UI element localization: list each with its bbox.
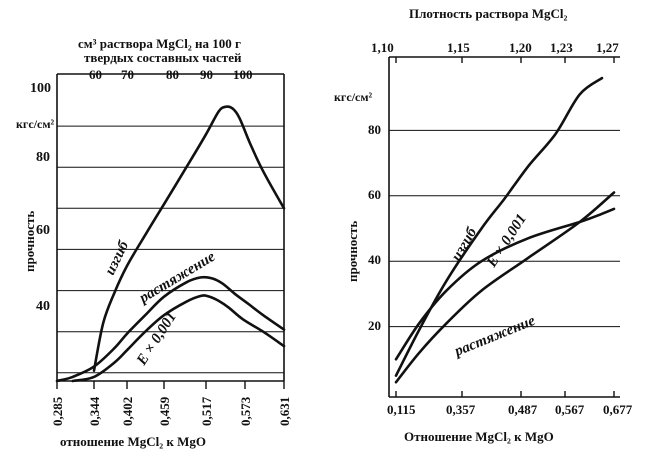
right-top-tick-123: 1,23	[550, 40, 573, 55]
right-x-tick-0567: 0,567	[555, 402, 585, 417]
right-y-tick-80: 80	[368, 122, 381, 137]
right-chart: Плотность раствора MgCl₂ 1,10 1,15 1,20 …	[334, 6, 633, 444]
right-y-label: прочность	[345, 221, 360, 282]
right-top-tick-115: 1,15	[447, 40, 470, 55]
right-x-tick-0487: 0,487	[508, 402, 538, 417]
left-x-tick-labels: 0,285 0,344 0,402 0,459 0,517 0,573 0,631	[50, 381, 292, 426]
right-curve-rastyazhenie	[394, 191, 616, 384]
right-top-tick-110: 1,10	[371, 40, 394, 55]
left-top-title-2: твердых составных частей	[84, 50, 242, 65]
right-x-label: Отношение MgCl₂ к MgO	[404, 429, 554, 444]
left-y-tick-100: 100	[30, 81, 51, 96]
left-x-tick-label: 0,344	[87, 396, 102, 426]
left-label-izgib: изгиб	[102, 238, 132, 277]
left-top-title-1: см³ раствора MgCl₂ на 100 г	[78, 36, 241, 51]
left-y-unit: кгс/см²	[16, 117, 55, 131]
right-x-tick-0357: 0,357	[446, 402, 476, 417]
left-x-tick-label: 0,402	[120, 397, 135, 426]
right-top-tick-120: 1,20	[509, 40, 532, 55]
left-top-tick-80: 80	[166, 67, 179, 82]
right-y-tick-20: 20	[368, 318, 381, 333]
right-y-unit: кгс/см²	[334, 90, 373, 104]
right-x-tick-0677: 0,677	[603, 402, 633, 417]
left-y-tick-80: 80	[36, 150, 50, 165]
left-top-tick-100: 100	[233, 67, 253, 82]
left-x-tick-label: 0,631	[277, 397, 292, 426]
right-gridlines	[389, 57, 620, 397]
left-x-tick-label: 0,573	[238, 396, 253, 426]
left-chart: кгс/см² 40 60 80 100 прочность см³ раств…	[16, 36, 292, 449]
left-y-tick-40: 40	[36, 299, 50, 314]
right-label-izgib: изгиб	[449, 225, 481, 264]
right-top-title: Плотность раствора MgCl₂	[409, 6, 567, 21]
left-curve-e	[71, 294, 286, 383]
right-curve-e	[394, 207, 616, 361]
right-y-tick-40: 40	[368, 252, 381, 267]
left-x-label: отношение MgCl₂ к MgO	[60, 434, 206, 449]
left-curve-rastyazhenie	[55, 275, 286, 383]
left-x-tick-label: 0,517	[199, 396, 214, 426]
right-x-tick-0115: 0,115	[387, 402, 416, 417]
right-label-rastyazhenie: растяжение	[451, 313, 538, 361]
left-y-tick-60: 60	[36, 223, 50, 238]
left-x-tick-label: 0,285	[50, 396, 65, 426]
left-top-tick-70: 70	[121, 67, 134, 82]
left-gridlines	[57, 125, 284, 374]
left-y-label: прочность	[22, 211, 37, 272]
left-top-tick-60: 60	[89, 67, 102, 82]
left-curve-izgib	[92, 105, 286, 372]
right-curve-izgib	[394, 76, 604, 377]
left-top-tick-90: 90	[200, 67, 213, 82]
left-x-tick-label: 0,459	[157, 396, 172, 426]
right-y-tick-60: 60	[368, 187, 381, 202]
right-top-tick-127: 1,27	[596, 40, 619, 55]
